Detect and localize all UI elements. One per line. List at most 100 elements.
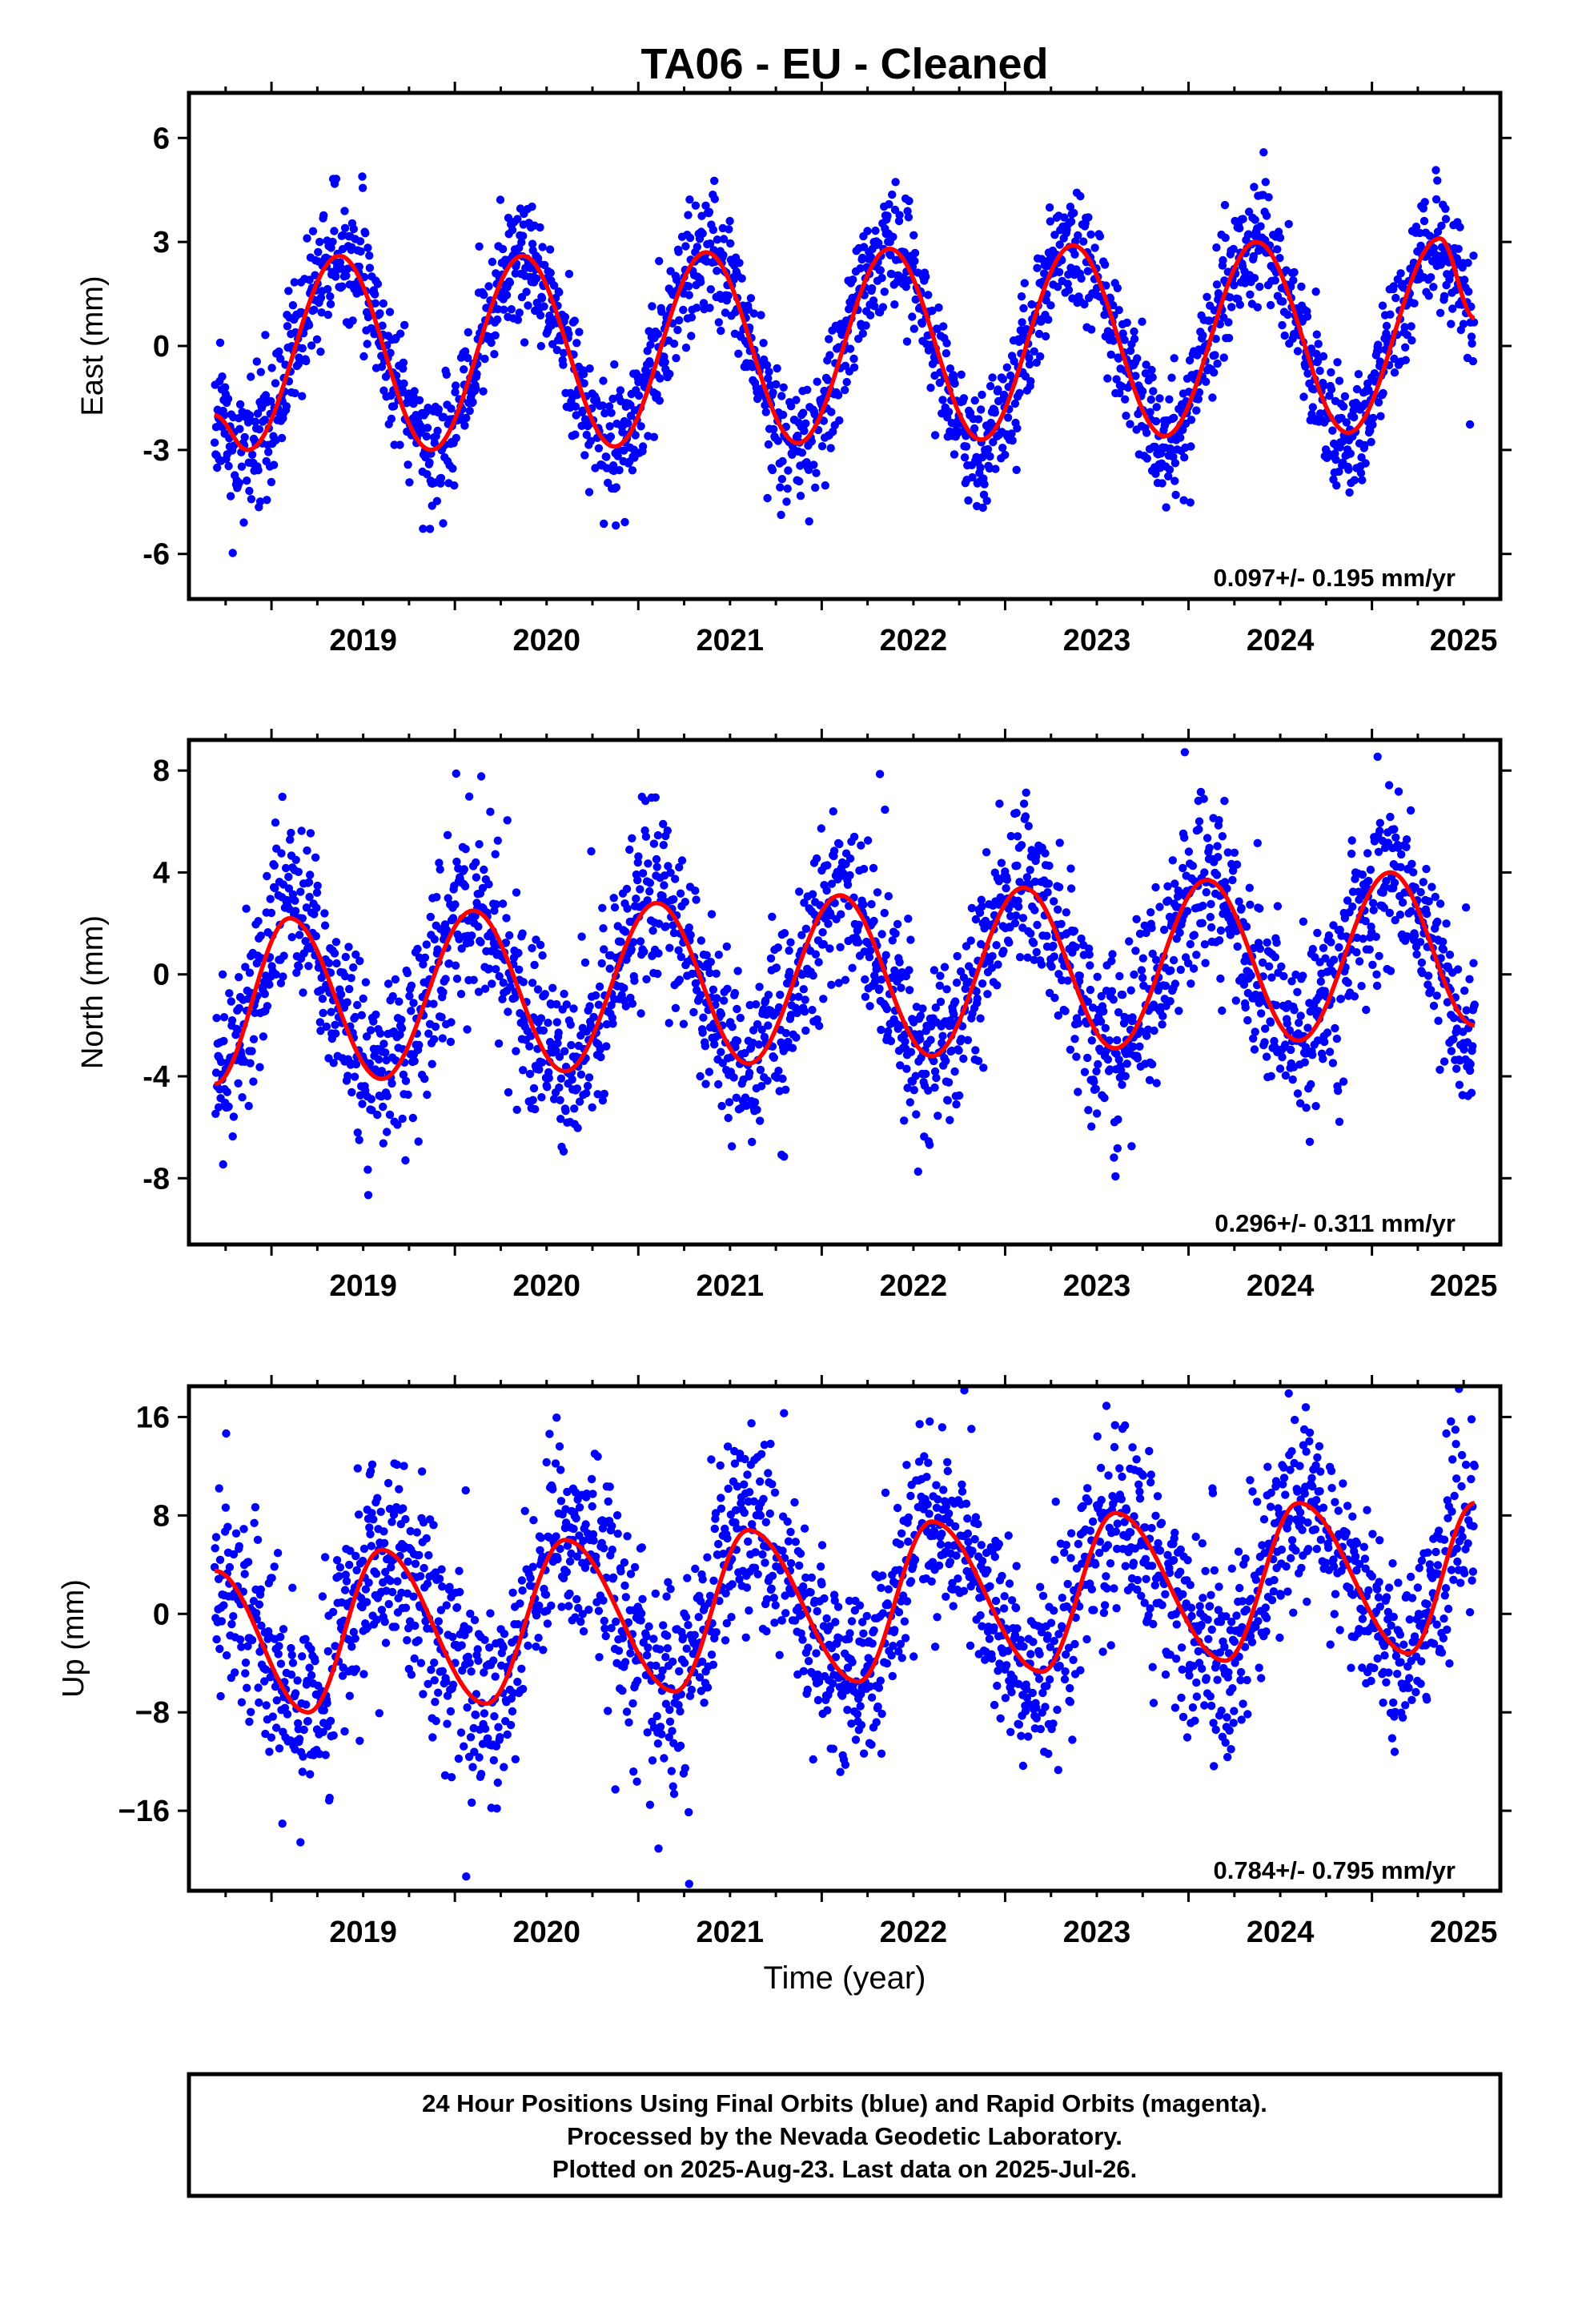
east-data-point [1017, 292, 1026, 301]
east-data-point [1032, 358, 1042, 367]
east-data-point [1249, 251, 1259, 261]
north-data-point [267, 908, 276, 918]
north-data-point [1190, 931, 1199, 939]
east-data-point [1146, 408, 1154, 416]
north-data-point [1062, 908, 1071, 917]
east-data-point [1251, 215, 1259, 224]
north-data-point [393, 1120, 402, 1129]
north-data-point [556, 1115, 565, 1124]
north-data-point [1114, 1115, 1122, 1124]
north-data-point [476, 772, 486, 781]
north-data-point [1307, 1080, 1315, 1089]
north-data-point [447, 1018, 456, 1027]
east-data-point [826, 444, 835, 452]
up-data-point [295, 1735, 304, 1743]
north-data-point [366, 1026, 375, 1035]
east-data-point [1133, 354, 1142, 363]
up-data-point [392, 1460, 401, 1470]
north-data-point [1243, 1015, 1252, 1025]
east-data-point [1208, 393, 1217, 402]
up-data-point [273, 1549, 283, 1558]
north-data-point [1030, 877, 1040, 887]
north-data-point [772, 963, 781, 972]
north-data-point [313, 881, 322, 891]
north-data-point [753, 1105, 761, 1115]
north-data-point [260, 990, 269, 999]
north-data-point [1113, 1035, 1122, 1045]
north-data-point [1314, 1007, 1323, 1015]
east-data-point [399, 358, 408, 367]
up-data-point [399, 1504, 408, 1513]
north-data-point [1249, 943, 1259, 953]
up-data-point [251, 1609, 261, 1618]
east-data-point [803, 385, 812, 394]
east-data-point [849, 363, 859, 372]
east-data-point [1066, 217, 1076, 226]
north-data-point [1323, 1028, 1332, 1037]
east-data-point [1186, 416, 1196, 424]
north-data-point [959, 1054, 968, 1063]
east-data-point [1205, 316, 1214, 325]
east-data-point [1407, 322, 1415, 331]
up-data-point [387, 1518, 396, 1526]
east-data-point [579, 369, 588, 379]
north-data-point [995, 799, 1004, 808]
north-data-point [1241, 1003, 1250, 1012]
east-data-point [1165, 465, 1174, 474]
north-data-point [1163, 882, 1172, 891]
north-data-point [636, 937, 645, 946]
north-data-point [1332, 1034, 1342, 1043]
north-data-point [351, 1012, 359, 1022]
east-data-point [1465, 420, 1475, 429]
east-data-point [580, 379, 588, 388]
east-data-point [310, 305, 319, 314]
east-data-point [883, 211, 892, 220]
north-data-point [1334, 1086, 1343, 1096]
north-data-point [403, 968, 412, 978]
east-data-point [1264, 193, 1273, 202]
north-data-point [1300, 1058, 1310, 1067]
east-data-point [998, 375, 1008, 384]
east-data-point [1100, 311, 1109, 320]
north-data-point [659, 841, 668, 850]
north-data-point [1057, 919, 1066, 929]
up-data-point [406, 1526, 415, 1536]
north-data-point [801, 924, 811, 934]
east-data-point [1027, 300, 1036, 309]
north-data-point [722, 942, 731, 951]
up-data-point [229, 1550, 239, 1559]
north-data-point [636, 885, 644, 894]
north-data-point [1130, 970, 1138, 979]
north-data-point [1261, 1024, 1270, 1033]
up-data-point [276, 1632, 285, 1642]
north-data-point [818, 928, 827, 937]
north-data-point [665, 943, 674, 952]
north-data-point [1158, 1020, 1166, 1029]
north-data-point [1347, 836, 1356, 845]
east-data-point [1084, 213, 1093, 222]
north-data-point [271, 883, 279, 893]
north-data-point [1192, 951, 1201, 959]
north-data-point [982, 848, 991, 857]
east-data-point [355, 237, 365, 246]
north-data-point [320, 909, 329, 918]
north-data-point [900, 1116, 909, 1125]
up-data-point [367, 1460, 377, 1470]
north-data-point [768, 912, 777, 922]
east-data-point [1303, 312, 1312, 321]
north-data-point [316, 1027, 325, 1035]
east-data-point [1090, 243, 1099, 252]
east-data-point [555, 287, 564, 297]
east-data-point [493, 304, 502, 314]
east-x-tick-label: 2019 [329, 624, 397, 657]
east-data-point [693, 304, 701, 312]
east-data-point [902, 337, 912, 346]
north-data-point [764, 991, 773, 999]
north-data-point [1391, 833, 1400, 842]
north-data-point [1180, 748, 1190, 757]
east-data-point [793, 431, 802, 440]
north-data-point [1375, 951, 1383, 961]
east-data-point [317, 308, 326, 317]
north-data-point [1271, 1001, 1281, 1010]
